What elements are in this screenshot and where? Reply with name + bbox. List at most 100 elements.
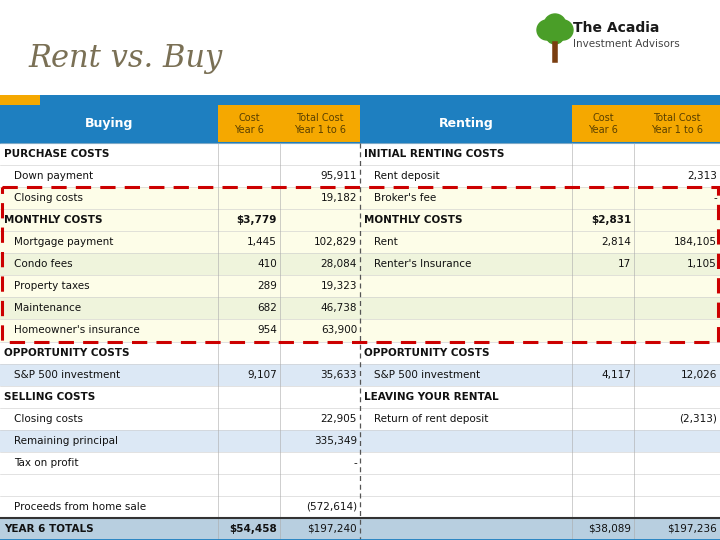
Text: YEAR 6 TOTALS: YEAR 6 TOTALS [4, 524, 94, 534]
Text: Property taxes: Property taxes [14, 281, 89, 292]
Text: Mortgage payment: Mortgage payment [14, 237, 113, 247]
Text: -: - [354, 458, 357, 468]
Text: Investment Advisors: Investment Advisors [573, 39, 680, 49]
Bar [218, 105, 280, 143]
Bar [0, 105, 218, 143]
Circle shape [544, 14, 566, 36]
Text: Return of rent deposit: Return of rent deposit [374, 414, 488, 424]
Text: INITIAL RENTING COSTS: INITIAL RENTING COSTS [364, 149, 505, 159]
Text: Proceeds from home sale: Proceeds from home sale [14, 502, 146, 512]
Text: Renting: Renting [438, 118, 493, 131]
Bar [2, 187, 718, 341]
Text: 19,182: 19,182 [320, 193, 357, 203]
Text: 335,349: 335,349 [314, 436, 357, 446]
Text: Closing costs: Closing costs [14, 414, 83, 424]
Text: 4,117: 4,117 [601, 369, 631, 380]
Bar [0, 143, 720, 165]
Text: Rent deposit: Rent deposit [374, 171, 440, 181]
Text: Total Cost
Year 1 to 6: Total Cost Year 1 to 6 [651, 113, 703, 135]
Text: Buying: Buying [85, 118, 133, 131]
Text: 35,633: 35,633 [320, 369, 357, 380]
Bar [0, 298, 720, 320]
Bar [0, 95, 40, 105]
Bar [0, 408, 720, 430]
Text: S&P 500 investment: S&P 500 investment [374, 369, 480, 380]
Text: 1,445: 1,445 [247, 237, 277, 247]
Text: LEAVING YOUR RENTAL: LEAVING YOUR RENTAL [364, 392, 499, 402]
Text: PURCHASE COSTS: PURCHASE COSTS [4, 149, 109, 159]
Text: Closing costs: Closing costs [14, 193, 83, 203]
Bar [572, 105, 634, 143]
Text: Rent vs. Buy: Rent vs. Buy [28, 43, 222, 73]
Text: 184,105: 184,105 [674, 237, 717, 247]
Text: 682: 682 [257, 303, 277, 313]
Text: 954: 954 [257, 326, 277, 335]
Text: S&P 500 investment: S&P 500 investment [14, 369, 120, 380]
Text: Cost
Year 6: Cost Year 6 [234, 113, 264, 135]
Bar [634, 105, 720, 143]
Text: Remaining principal: Remaining principal [14, 436, 118, 446]
Text: 102,829: 102,829 [314, 237, 357, 247]
Text: Total Cost
Year 1 to 6: Total Cost Year 1 to 6 [294, 113, 346, 135]
Text: 63,900: 63,900 [320, 326, 357, 335]
Text: 9,107: 9,107 [247, 369, 277, 380]
Text: Renter's Insurance: Renter's Insurance [374, 259, 472, 269]
Text: $3,779: $3,779 [237, 215, 277, 225]
Text: Cost
Year 6: Cost Year 6 [588, 113, 618, 135]
Text: 289: 289 [257, 281, 277, 292]
Text: Homeowner's insurance: Homeowner's insurance [14, 326, 140, 335]
Bar [0, 209, 720, 231]
Text: 17: 17 [618, 259, 631, 269]
Bar [0, 363, 720, 386]
Bar [0, 165, 720, 187]
Text: (2,313): (2,313) [679, 414, 717, 424]
Text: $197,240: $197,240 [307, 524, 357, 534]
Text: 12,026: 12,026 [680, 369, 717, 380]
Text: Tax on profit: Tax on profit [14, 458, 78, 468]
Text: Rent: Rent [374, 237, 397, 247]
Bar [40, 95, 720, 105]
Text: 19,323: 19,323 [320, 281, 357, 292]
Bar [0, 452, 720, 474]
Bar [0, 518, 720, 540]
Circle shape [537, 20, 557, 40]
Bar [0, 231, 720, 253]
Circle shape [546, 26, 564, 44]
Text: Down payment: Down payment [14, 171, 93, 181]
Text: 1,105: 1,105 [688, 259, 717, 269]
Bar [0, 187, 720, 209]
Text: -: - [714, 193, 717, 203]
Circle shape [553, 20, 573, 40]
Text: OPPORTUNITY COSTS: OPPORTUNITY COSTS [4, 348, 130, 357]
Text: 22,905: 22,905 [320, 414, 357, 424]
Bar [360, 105, 572, 143]
Text: 410: 410 [257, 259, 277, 269]
Text: $54,458: $54,458 [229, 524, 277, 534]
Text: MONTHLY COSTS: MONTHLY COSTS [364, 215, 462, 225]
Text: $38,089: $38,089 [588, 524, 631, 534]
Bar [280, 105, 360, 143]
Text: 2,814: 2,814 [601, 237, 631, 247]
Text: 28,084: 28,084 [320, 259, 357, 269]
Text: Condo fees: Condo fees [14, 259, 73, 269]
Text: $2,831: $2,831 [590, 215, 631, 225]
Text: OPPORTUNITY COSTS: OPPORTUNITY COSTS [364, 348, 490, 357]
Text: MONTHLY COSTS: MONTHLY COSTS [4, 215, 102, 225]
Text: The Acadia: The Acadia [573, 21, 660, 35]
Text: Broker's fee: Broker's fee [374, 193, 436, 203]
Text: $197,236: $197,236 [667, 524, 717, 534]
Text: Maintenance: Maintenance [14, 303, 81, 313]
Text: 95,911: 95,911 [320, 171, 357, 181]
Bar [0, 320, 720, 341]
Bar [0, 386, 720, 408]
Bar [0, 496, 720, 518]
Bar [0, 430, 720, 452]
Bar [0, 253, 720, 275]
Bar [0, 275, 720, 298]
Text: 2,313: 2,313 [687, 171, 717, 181]
Text: (572,614): (572,614) [306, 502, 357, 512]
Text: SELLING COSTS: SELLING COSTS [4, 392, 95, 402]
Bar [0, 474, 720, 496]
Text: 46,738: 46,738 [320, 303, 357, 313]
Bar [0, 341, 720, 363]
